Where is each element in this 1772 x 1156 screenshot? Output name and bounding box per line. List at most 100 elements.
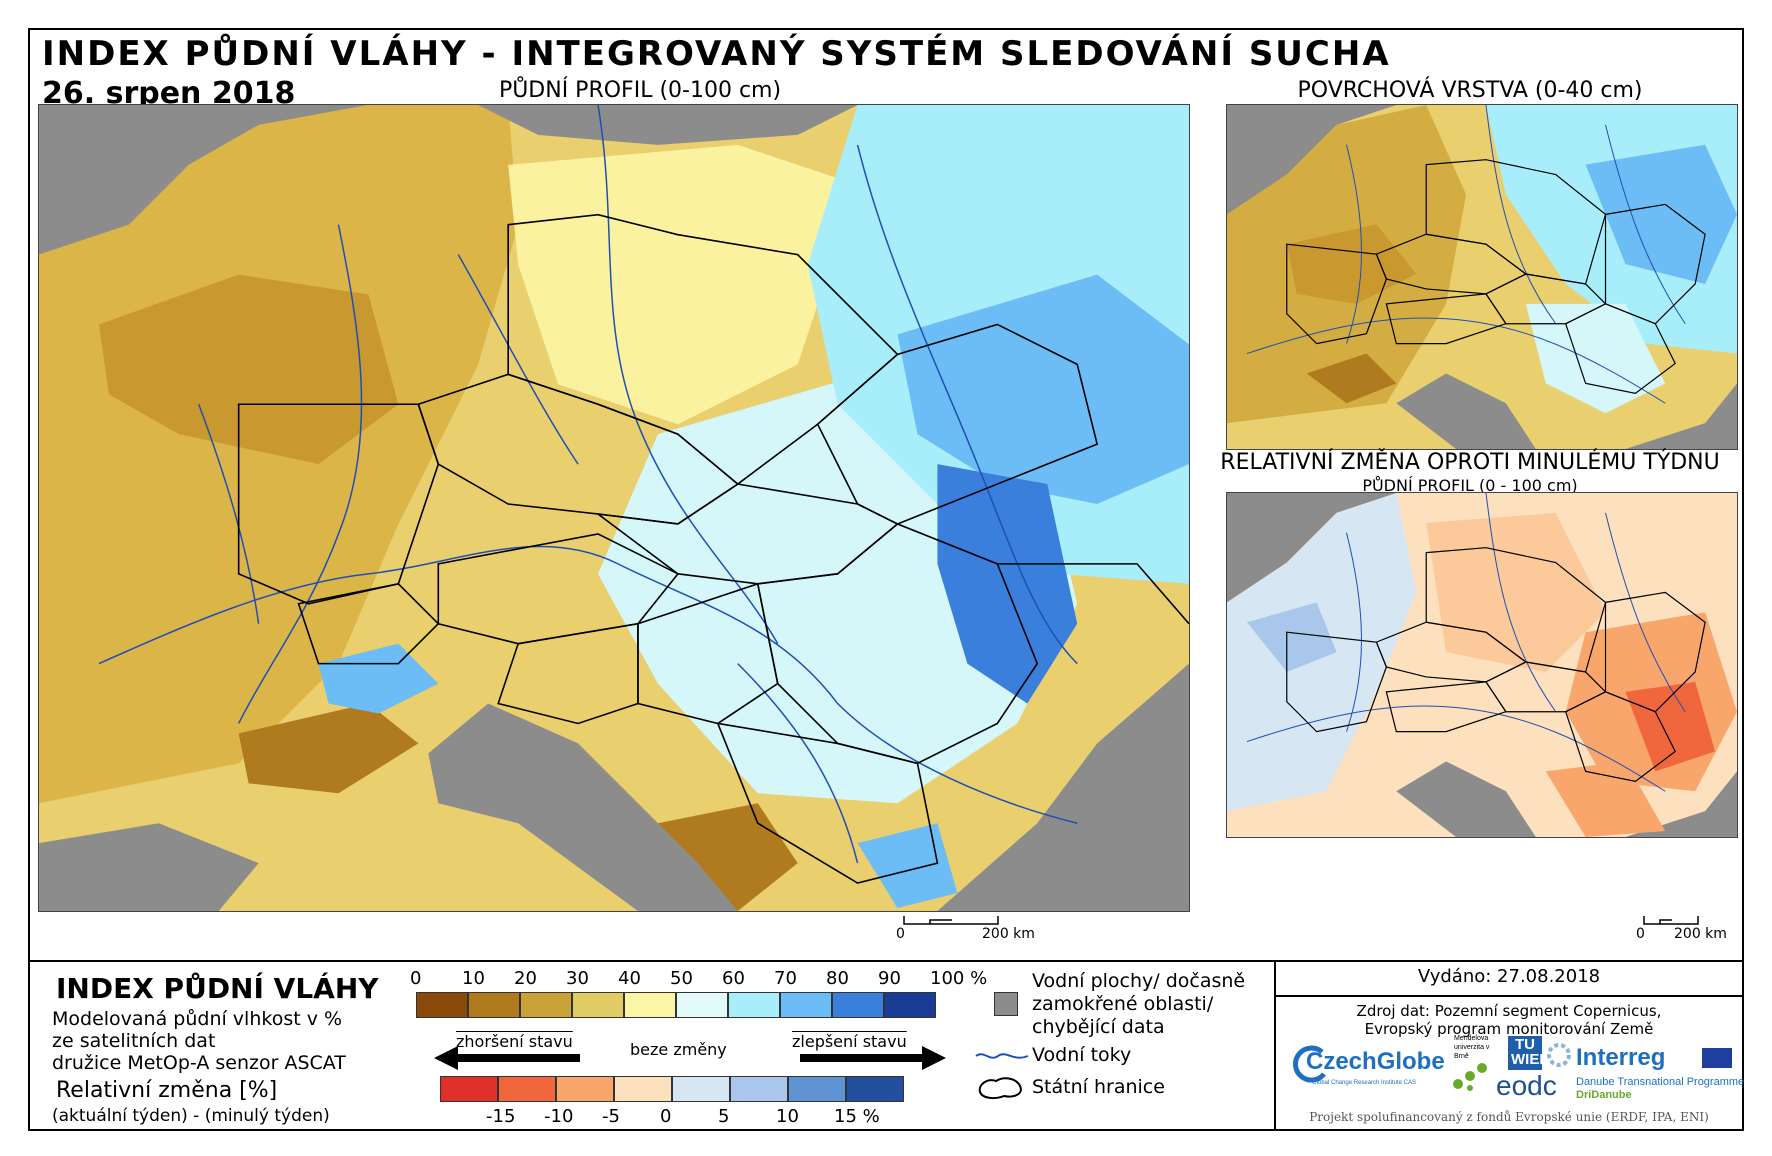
index-tick-label: 100 % (930, 968, 988, 989)
inset-scalebar-label: 200 km (1674, 926, 1727, 942)
index-tick-label: 20 (514, 968, 537, 989)
water-label-1: Vodní plochy/ dočasně (1032, 970, 1246, 992)
legend-change-desc: (aktuální týden) - (minulý týden) (52, 1106, 330, 1126)
surface-map-title: POVRCHOVÁ VRSTVA (0-40 cm) (1297, 78, 1643, 103)
main-soil-moisture-map[interactable] (38, 104, 1190, 912)
index-tick-label: 90 (878, 968, 901, 989)
change-tick-label: -5 (602, 1106, 620, 1127)
index-tick-label: 80 (826, 968, 849, 989)
inset-scalebar-zero: 0 (1636, 926, 1645, 942)
change-direction-arrows: zhoršení stavu beze změny zlepšení stavu (430, 1030, 950, 1070)
change-scale-ticks: -15 -10 -5 0 5 10 15 % (440, 1106, 920, 1128)
change-tick-label: -10 (544, 1106, 574, 1127)
interreg-subtext-2: DriDanube (1576, 1089, 1632, 1101)
index-tick-label: 10 (462, 968, 485, 989)
tu-wien-logo: TU WIEN (1508, 1036, 1551, 1070)
index-tick-label: 40 (618, 968, 641, 989)
index-swatch (624, 992, 676, 1018)
index-tick-label: 70 (774, 968, 797, 989)
change-swatch (614, 1076, 672, 1102)
publication-divider (1274, 995, 1742, 997)
interreg-logo: Interreg Danube Transnational Programme … (1546, 1038, 1745, 1102)
worse-label: zhoršení stavu (456, 1032, 573, 1051)
change-arrows-graphic (434, 1046, 946, 1070)
index-swatch (884, 992, 936, 1018)
index-tick-label: 0 (410, 968, 422, 989)
change-swatch (788, 1076, 846, 1102)
czechglobe-text: CzechGlobe (1306, 1048, 1445, 1075)
change-map-subtitle: PŮDNÍ PROFIL (0 - 100 cm) (1362, 476, 1578, 495)
index-swatch (416, 992, 468, 1018)
index-scale-ticks: 0 10 20 30 40 50 60 70 80 90 100 % (396, 968, 987, 990)
tu-wien-text: TU WIEN (1511, 1036, 1551, 1068)
czechglobe-logo: CzechGlobe Global Change Research Instit… (1292, 1042, 1448, 1094)
water-label-3: chybějící data (1032, 1016, 1165, 1038)
better-label: zlepšení stavu (792, 1032, 907, 1051)
border-symbol-icon (978, 1077, 1022, 1100)
scalebar-zero: 0 (896, 926, 905, 942)
inset-scalebar-graphic (1643, 916, 1699, 925)
change-color-scale (440, 1076, 904, 1102)
mendel-dots-icon (1453, 1063, 1487, 1091)
change-tick-label: 0 (660, 1106, 672, 1127)
change-swatch (556, 1076, 614, 1102)
main-map-svg (39, 105, 1189, 911)
rivers-label: Vodní toky (1032, 1044, 1132, 1066)
legend-index-title: INDEX PŮDNÍ VLÁHY (56, 972, 379, 1005)
legend-index-desc-2: ze satelitních dat (52, 1030, 216, 1052)
index-swatch (832, 992, 884, 1018)
change-swatch (846, 1076, 904, 1102)
change-tick-label: 15 % (834, 1106, 880, 1127)
legend-vertical-divider (1274, 960, 1276, 1131)
czechglobe-mark-icon (1292, 1045, 1326, 1083)
index-color-scale (416, 992, 936, 1018)
mendel-logo: Mendelova univerzita v Brně (1450, 1034, 1506, 1100)
surface-map-svg (1227, 105, 1737, 449)
nochange-label: beze změny (630, 1040, 727, 1059)
change-tick-label: 10 (776, 1106, 799, 1127)
main-scalebar: 0 200 km (896, 914, 1176, 944)
relative-change-map[interactable] (1226, 492, 1738, 838)
index-swatch (520, 992, 572, 1018)
czechglobe-subtext: Global Change Research Institute CAS (1312, 1080, 1417, 1086)
index-swatch (572, 992, 624, 1018)
change-swatch (672, 1076, 730, 1102)
index-swatch (676, 992, 728, 1018)
change-swatch (498, 1076, 556, 1102)
scalebar-graphic (903, 916, 999, 925)
page-title: INDEX PŮDNÍ VLÁHY - INTEGROVANÝ SYSTÉM S… (42, 34, 1391, 74)
legend-index-desc-1: Modelovaná půdní vlhkost v % (52, 1008, 343, 1030)
borders-label: Státní hranice (1032, 1076, 1165, 1098)
index-swatch (780, 992, 832, 1018)
river-symbol-icon (975, 1053, 1029, 1059)
index-tick-label: 50 (670, 968, 693, 989)
eodc-logo: eodc (1496, 1070, 1557, 1101)
eu-flag-icon (1702, 1048, 1732, 1068)
interreg-text: Interreg (1576, 1044, 1666, 1071)
interreg-subtext-1: Danube Transnational Programme (1576, 1076, 1745, 1088)
index-swatch (728, 992, 780, 1018)
legend-index-desc-3: družice MetOp-A senzor ASCAT (52, 1052, 346, 1074)
change-map-svg (1227, 493, 1737, 837)
inset-scalebar: 0 200 km (1636, 914, 1736, 944)
change-swatch (730, 1076, 788, 1102)
legend-divider (30, 960, 1742, 962)
scalebar-label: 200 km (982, 926, 1035, 942)
no-data-swatch (994, 992, 1018, 1016)
change-map-title: RELATIVNÍ ZMĚNA OPROTI MINULÉMU TÝDNU (1220, 450, 1720, 475)
funding-note: Projekt spolufinancovaný z fondů Evropsk… (1309, 1110, 1709, 1124)
water-label-2: zamokřené oblasti/ (1032, 993, 1214, 1015)
data-source-2: Evropský program monitorování Země (1364, 1020, 1654, 1038)
change-tick-label: 5 (718, 1106, 730, 1127)
change-swatch (440, 1076, 498, 1102)
index-tick-label: 60 (722, 968, 745, 989)
issued-date: Vydáno: 27.08.2018 (1417, 966, 1601, 987)
surface-layer-map[interactable] (1226, 104, 1738, 450)
index-tick-label: 30 (566, 968, 589, 989)
map-sheet: INDEX PŮDNÍ VLÁHY - INTEGROVANÝ SYSTÉM S… (28, 28, 1744, 1131)
index-swatch (468, 992, 520, 1018)
data-source-1: Zdroj dat: Pozemní segment Copernicus, (1356, 1002, 1662, 1020)
mendel-text: Mendelova univerzita v Brně (1454, 1035, 1490, 1060)
legend-change-title: Relativní změna [%] (56, 1078, 278, 1103)
main-map-title: PŮDNÍ PROFIL (0-100 cm) (498, 78, 782, 103)
